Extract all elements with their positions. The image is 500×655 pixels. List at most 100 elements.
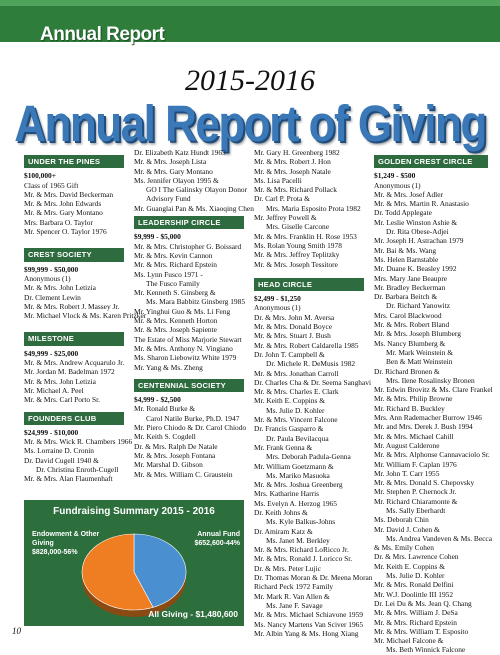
- donor-name: Mrs. Mary Jane Beaupre: [374, 273, 448, 283]
- section-header-centennial: CENTENNIAL SOCIETY: [134, 378, 244, 393]
- donor-column-1: UNDER THE PINES $100,000+ Class of 1965 …: [24, 152, 147, 484]
- donor-name: Mr. Jeffrey Powell &: [254, 213, 317, 223]
- donor-name: Mr. Michael Falcone &: [374, 636, 444, 646]
- tier-head: $2,499 - $1,250: [254, 294, 301, 304]
- donor-column-2: Dr. Elizabeth Katz Hundt 1965 Mr. & Mrs. …: [134, 148, 254, 479]
- donor-name: Mr. & Mrs. Gary Montano: [24, 208, 103, 218]
- donor-name: Mr. & Mrs. Robert Bland: [374, 320, 450, 330]
- donor-name: Dr. Thomas Moran & Dr. Meena Moran: [254, 573, 373, 583]
- donor-name: Mr. & Mrs. Franklin H. Rose 1953: [254, 231, 357, 241]
- page-number: 10: [12, 626, 21, 636]
- donor-name: Mr. August Calderone: [374, 440, 440, 450]
- donor-name: Dr. Carl P. Prota &: [254, 194, 310, 204]
- donor-name: Mr. Michael A. Peel: [24, 385, 84, 395]
- donor-name: Advisory Fund: [146, 194, 191, 204]
- donor-name: Richard Peck 1972 Family: [254, 582, 334, 592]
- donor-name: Mr. & Mrs. William C. Graustein: [134, 469, 233, 479]
- tier-crest: $99,999 - $50,000: [24, 264, 79, 274]
- donor-name: Mr. Kenneth S. Ginsberg &: [134, 288, 216, 298]
- donor-name: Mr. Bradley Beckerman: [374, 282, 446, 292]
- donor-name: Mr. & Mrs. Richard Pollack: [254, 185, 337, 195]
- donor-name: Anonymous (1): [254, 303, 301, 313]
- donor-name: Ms. Mariko Masuoka: [266, 470, 330, 480]
- donor-name: Dr. Charles Cha & Dr. Seema Sanghavi: [254, 377, 371, 387]
- donor-name: Mr. Yang & Ms. Zheng: [134, 362, 203, 372]
- section-header-founders: FOUNDERS CLUB: [24, 411, 124, 425]
- donor-name: Mr. & Mrs. Jonathan Carroll: [254, 368, 339, 378]
- donor-name: Ms. Julie D. Kohler: [386, 571, 445, 581]
- donor-name: Dr. Richard Yanowitz: [386, 301, 451, 311]
- section-tag: Annual Report: [40, 24, 165, 45]
- donor-name: Mr. John T. Carr 1955: [374, 468, 440, 478]
- report-year: 2015-2016: [185, 64, 315, 97]
- donor-name: Mr. & Mrs. Joseph Sapiente: [134, 325, 217, 335]
- donor-name: Ms. Julie D. Kohler: [266, 405, 325, 415]
- donor-name: Ms. Janet M. Berkley: [266, 535, 330, 545]
- section-header-golden: GOLDEN CREST CIRCLE: [374, 155, 488, 169]
- section-header-head: HEAD CIRCLE: [254, 277, 364, 292]
- section-header-leadership: LEADERSHIP CIRCLE: [134, 216, 244, 230]
- donor-name: Mr. Frank Genna &: [254, 442, 313, 452]
- donor-name: Mr. & Mrs. Joseph Lista: [134, 157, 207, 167]
- donor-name: Mr. & Mrs. Michael Schiavone 1959: [254, 610, 363, 620]
- pie-slice: [133, 533, 187, 608]
- donor-name: Dr. Barbara Beitch &: [374, 292, 438, 302]
- donor-name: Mr. & Mrs. Richard LoRicco Jr.: [254, 545, 349, 555]
- donor-name: Mr. Keith E. Coppins &: [254, 396, 326, 406]
- total-giving-label: All Giving - $1,480,600: [148, 609, 238, 619]
- donor-name: Dr. Christina Enroth-Cugell: [36, 465, 119, 475]
- donor-name: Mr. & Mrs. David Beckerman: [24, 189, 114, 199]
- donor-name: Ms. Deborah Chin: [374, 515, 429, 525]
- donor-name: The Estate of Miss Marjorie Stewart: [134, 334, 242, 344]
- donor-name: Mr. Yinghui Guo & Ms. Li Feng: [134, 306, 231, 316]
- slice-label-endowment: Endowment & Other Giving $828,000-56%: [32, 531, 100, 556]
- donor-name: Mr. & Mrs. Robert J. Hon: [254, 157, 331, 167]
- donor-name: Mr. & Mrs. Michael Cahill: [374, 431, 454, 441]
- donor-name: Ms. Lorraine D. Cronin: [24, 446, 94, 456]
- donor-name: Mr. Keith E. Coppins &: [374, 561, 446, 571]
- tier-under-pines: $100,000+: [24, 171, 56, 181]
- page-title: Annual Report of Giving: [14, 96, 487, 153]
- donor-name: Mr. & Mrs. Alphonse Cannavaciolo Sr.: [374, 450, 490, 460]
- donor-name: Mr. & Mrs. Joseph Natale: [254, 166, 331, 176]
- donor-name: & Ms. Emily Cohen: [374, 543, 434, 553]
- donor-name: Ms. Mara Babbitz Ginsberg 1985: [146, 297, 246, 307]
- donor-name: Ben & Matt Weinstein: [386, 357, 453, 367]
- slice-label-annual-fund: Annual Fund $652,600-44%: [194, 531, 240, 547]
- donor-name: Mr. Spencer O. Taylor 1976: [24, 227, 107, 237]
- donor-name: Mrs. Ilene Rosalinsky Bronen: [386, 375, 475, 385]
- donor-name: The Fusco Family: [146, 278, 200, 288]
- donor-name: Mr. & Mrs. Martin R. Anastasio: [374, 199, 469, 209]
- donor-name: Mr. & Mrs. Charles E. Clark: [254, 387, 339, 397]
- donor-name: Ms. Sally Eberhardt: [386, 505, 446, 515]
- donor-name: Mr. & Mrs. William T. Esposito: [374, 626, 469, 636]
- donor-name: Ms. Jennifer Olayon 1995 &: [134, 175, 219, 185]
- donor-name: Anonymous (1): [24, 273, 71, 283]
- donor-name: Mr. & Mrs. Donald S. Chepovsky: [374, 478, 475, 488]
- donor-name: Mrs. Maria Esposito Prota 1982: [266, 203, 361, 213]
- donor-name: Mr. & Mrs. Josef Adler: [374, 189, 443, 199]
- donor-name: Dr. Keith Johns &: [254, 507, 308, 517]
- donor-name: Mrs. Ann Rademacher Burrow 1946: [374, 413, 482, 423]
- donor-name: Dr. & Mrs. John M. Aversa: [254, 312, 335, 322]
- donor-name: Mr. & Mrs. John Letizia: [24, 376, 96, 386]
- donor-name: Dr. & Mrs. Peter Lujic: [254, 563, 321, 573]
- donor-name: Ms. Beth Winnick Falcone: [386, 645, 466, 655]
- donor-name: Mr. David J. Cohen &: [374, 524, 440, 534]
- donor-name: Mr. Michael Vlock & Ms. Karen Pritzker: [24, 311, 147, 321]
- chart-title: Fundraising Summary 2015 - 2016: [53, 506, 215, 517]
- donor-name: Mr. & Mrs. Gary Montano: [134, 166, 213, 176]
- donor-name: Dr. & Mrs. Lawrence Cohen: [374, 552, 459, 562]
- donor-name: Mrs. Deborah Padula-Genna: [266, 452, 351, 462]
- donor-name: Mr. Duane K. Beasley 1992: [374, 264, 457, 274]
- donor-name: Mr. Jordan M. Badelman 1972: [24, 367, 115, 377]
- donor-name: Mr. & Mrs. Richard Epstein: [134, 260, 217, 270]
- donor-name: Ms. Sharon Liebowitz White 1979: [134, 353, 237, 363]
- donor-name: Mr. & Mrs. Stuart J. Bush: [254, 331, 331, 341]
- donor-name: Carol Natile Burke, Ph.D. 1947: [146, 413, 240, 423]
- donor-name: Mr. Joseph H. Astrachan 1979: [374, 236, 464, 246]
- donor-name: Mr. & Mrs. Richard Epstein: [374, 617, 457, 627]
- donor-name: Mr. Piero Chiodo & Dr. Carol Chiodo: [134, 423, 247, 433]
- donor-name: Mr. & Mrs. Robert Caldarella 1985: [254, 340, 359, 350]
- donor-name: Dr. Michele R. DeMusis 1982: [266, 359, 356, 369]
